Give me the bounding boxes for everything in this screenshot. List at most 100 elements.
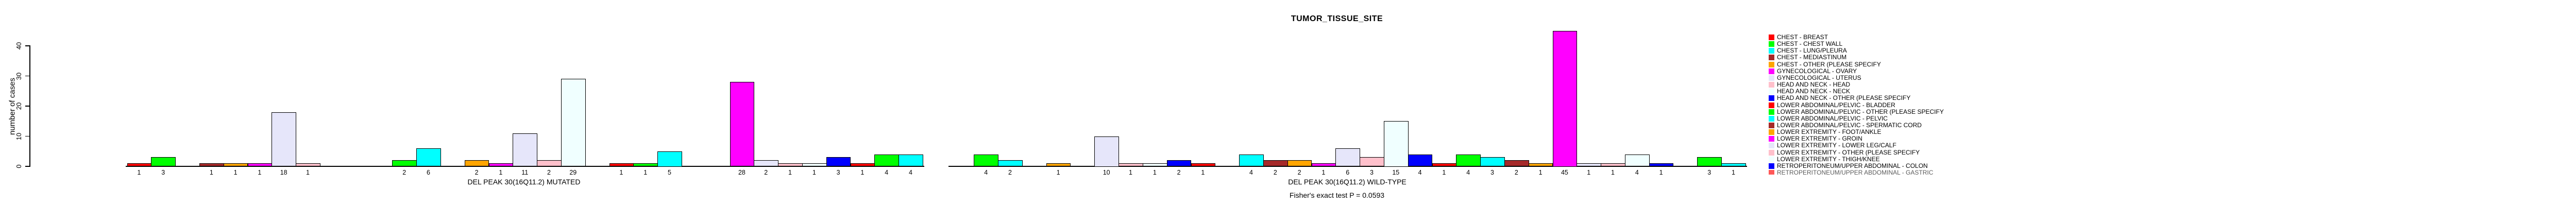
legend-swatch xyxy=(1769,109,1774,115)
bar xyxy=(1142,163,1167,167)
bar xyxy=(416,148,441,167)
legend-label: GYNECOLOGICAL - UTERUS xyxy=(1777,74,1861,81)
chart-title: TUMOR_TISSUE_SITE xyxy=(1291,14,1383,23)
legend-label: HEAD AND NECK - NECK xyxy=(1777,88,1851,95)
bar xyxy=(223,163,248,167)
bar-value-label: 28 xyxy=(738,169,745,176)
y-tick xyxy=(25,106,30,107)
legend-label: LOWER ABDOMINAL/PELVIC - BLADDER xyxy=(1777,101,1895,109)
bar-value-label: 1 xyxy=(643,169,648,176)
legend-item: LOWER ABDOMINAL/PELVIC - OTHER (PLEASE S… xyxy=(1769,108,1944,115)
legend-swatch xyxy=(1769,122,1774,128)
bar xyxy=(1118,163,1143,167)
bar-value-label: 29 xyxy=(569,169,577,176)
bar xyxy=(464,160,489,167)
legend-swatch xyxy=(1769,129,1774,135)
bar xyxy=(850,163,875,167)
bar xyxy=(1456,154,1481,167)
legend-item: LOWER ABDOMINAL/PELVIC - BLADDER xyxy=(1769,101,1895,109)
bar-value-label: 3 xyxy=(1707,169,1711,176)
bar-value-label: 1 xyxy=(1442,169,1446,176)
bar-value-label: 2 xyxy=(1273,169,1277,176)
legend-label: RETROPERITONEUM/UPPER ABDOMINAL - COLON xyxy=(1777,162,1928,169)
legend-swatch xyxy=(1769,89,1774,95)
bar xyxy=(1649,163,1674,167)
bar xyxy=(1552,30,1578,167)
bar xyxy=(1239,154,1264,167)
bar-value-label: 4 xyxy=(1418,169,1422,176)
bar-value-label: 15 xyxy=(1392,169,1400,176)
panel-label-wildtype: DEL PEAK 30(16Q11.2) WILD-TYPE xyxy=(1288,178,1406,186)
panel-label-mutated: DEL PEAK 30(16Q11.2) MUTATED xyxy=(467,178,581,186)
y-tick xyxy=(25,45,30,46)
legend-item: CHEST - OTHER (PLEASE SPECIFY xyxy=(1769,61,1881,68)
bar-value-label: 2 xyxy=(764,169,768,176)
bar-value-label: 1 xyxy=(1201,169,1205,176)
y-axis-line xyxy=(29,45,30,167)
legend-item: GYNECOLOGICAL - OVARY xyxy=(1769,67,1857,75)
bar xyxy=(633,163,658,167)
bar xyxy=(1624,154,1650,167)
legend-label: CHEST - OTHER (PLEASE SPECIFY xyxy=(1777,60,1881,68)
bar-value-label: 1 xyxy=(1732,169,1735,176)
bar-value-label: 2 xyxy=(1177,169,1181,176)
bar-value-label: 4 xyxy=(1635,169,1639,176)
bar xyxy=(1480,157,1505,167)
legend-item: RETROPERITONEUM/UPPER ABDOMINAL - GASTRI… xyxy=(1769,169,1933,175)
legend-swatch xyxy=(1769,143,1774,149)
legend-item: CHEST - BREAST xyxy=(1769,34,1828,41)
bar-value-label: 3 xyxy=(161,169,165,176)
legend-label: GYNECOLOGICAL - OVARY xyxy=(1777,67,1857,75)
y-tick xyxy=(25,166,30,167)
legend: CHEST - BREAST CHEST - CHEST WALL CHEST - … xyxy=(1769,32,1985,175)
bar xyxy=(1408,154,1433,167)
legend-label: LOWER EXTREMITY - THIGH/KNEE xyxy=(1777,155,1880,163)
legend-swatch xyxy=(1769,136,1774,142)
bar xyxy=(488,163,514,167)
legend-item: LOWER EXTREMITY - THIGH/KNEE xyxy=(1769,156,1880,163)
bar xyxy=(1504,160,1529,167)
bar xyxy=(1263,160,1288,167)
legend-swatch xyxy=(1769,75,1774,81)
bar-value-label: 6 xyxy=(427,169,430,176)
bar xyxy=(778,163,803,167)
bar xyxy=(1432,163,1457,167)
bar-value-label: 1 xyxy=(619,169,623,176)
legend-item: HEAD AND NECK - HEAD xyxy=(1769,81,1850,88)
y-tick-label: 0 xyxy=(15,164,23,168)
bar-value-label: 1 xyxy=(1611,169,1615,176)
bar-value-label: 1 xyxy=(209,169,213,176)
legend-item: CHEST - MEDIASTINUM xyxy=(1769,54,1846,61)
bar xyxy=(296,163,320,167)
bar xyxy=(657,151,682,167)
bar-value-label: 1 xyxy=(1659,169,1663,176)
legend-item: LOWER ABDOMINAL/PELVIC - PELVIC xyxy=(1769,115,1888,122)
legend-swatch xyxy=(1769,115,1774,122)
bar xyxy=(1577,163,1602,167)
bar-value-label: 2 xyxy=(474,169,479,176)
legend-item: HEAD AND NECK - NECK xyxy=(1769,88,1850,95)
legend-swatch xyxy=(1769,68,1774,74)
bar xyxy=(1721,163,1746,167)
legend-swatch xyxy=(1769,156,1774,162)
legend-item: LOWER EXTREMITY - OTHER (PLEASE SPECIFY xyxy=(1769,149,1920,156)
bar-value-label: 1 xyxy=(137,169,141,176)
bar xyxy=(1191,163,1216,167)
bar xyxy=(998,160,1023,167)
bar-value-label: 5 xyxy=(668,169,671,176)
bar xyxy=(730,82,755,167)
bar-value-label: 1 xyxy=(1587,169,1591,176)
legend-label: LOWER EXTREMITY - LOWER LEG/CALF xyxy=(1777,142,1896,149)
legend-swatch xyxy=(1769,55,1774,61)
legend-swatch xyxy=(1769,170,1774,175)
bar-value-label: 1 xyxy=(1153,169,1157,176)
bar-value-label: 4 xyxy=(1466,169,1470,176)
bar-value-label: 6 xyxy=(1346,169,1350,176)
legend-swatch xyxy=(1769,82,1774,88)
bar-value-label: 1 xyxy=(812,169,816,176)
bar-value-label: 1 xyxy=(1321,169,1326,176)
legend-item: LOWER EXTREMITY - LOWER LEG/CALF xyxy=(1769,142,1896,149)
bar-value-label: 4 xyxy=(885,169,889,176)
legend-item: RETROPERITONEUM/UPPER ABDOMINAL - COLON xyxy=(1769,162,1928,169)
legend-label: HEAD AND NECK - HEAD xyxy=(1777,81,1851,89)
